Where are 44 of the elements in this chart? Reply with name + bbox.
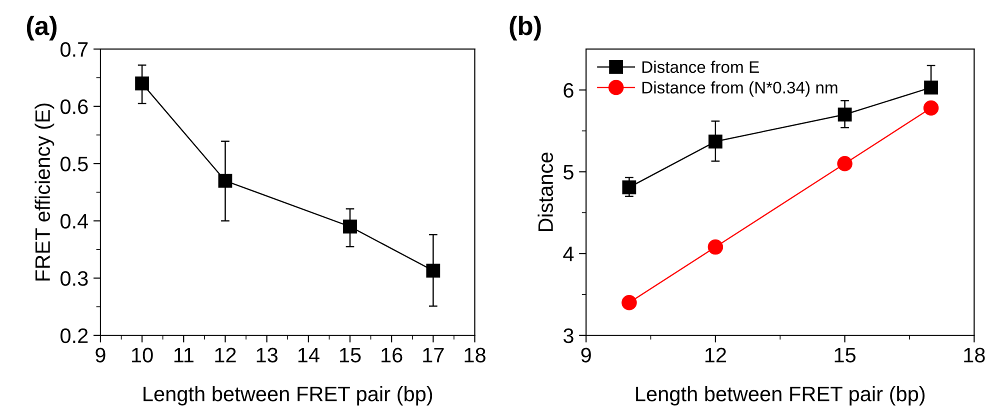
legend-label: Distance from E: [642, 60, 759, 73]
x-tick-label: 18: [464, 348, 486, 362]
x-tick-label: 17: [423, 348, 444, 362]
x-tick-label: 14: [298, 348, 320, 362]
x-tick-label: 12: [705, 348, 726, 362]
x-tick-label: 11: [174, 348, 194, 362]
y-tick-label: 0.2: [60, 328, 88, 344]
x-tick-label: 15: [340, 348, 361, 362]
y-tick-label: 0.3: [60, 271, 88, 286]
x-tick-label: 13: [256, 348, 278, 362]
point: [218, 174, 232, 188]
y-tick-label: 0.5: [60, 156, 88, 172]
x-axis-title: Length between FRET pair (bp): [144, 386, 432, 406]
y-tick-label: 4: [563, 246, 574, 262]
y-axis-title: Distance: [538, 152, 554, 232]
x-tick-label: 18: [964, 348, 985, 362]
legend-label: Distance from (N*0.34) nm: [642, 81, 838, 97]
y-axis-title: FRET efficiency (E): [34, 104, 54, 280]
point: [622, 295, 637, 310]
point: [924, 80, 938, 94]
point: [343, 220, 357, 234]
chart-title: (b): [510, 16, 541, 40]
y-tick-label: 0.7: [60, 42, 88, 57]
x-tick-label: 15: [834, 348, 856, 362]
point: [838, 108, 852, 122]
x-tick-label: 9: [96, 348, 106, 362]
x-tick-label: 9: [581, 348, 591, 362]
y-tick-label: 5: [564, 164, 574, 180]
point: [426, 264, 440, 278]
point: [622, 180, 636, 194]
x-tick-label: 16: [382, 348, 402, 362]
y-tick-label: 3: [563, 328, 574, 344]
point: [708, 239, 724, 255]
x-tick-label: 12: [215, 348, 236, 362]
x-axis-title: Length between FRET pair (bp): [636, 386, 925, 406]
point: [837, 156, 852, 172]
point: [923, 100, 939, 116]
chart-title: (a): [26, 16, 57, 40]
x-tick-label: 10: [132, 348, 153, 362]
y-tick-label: 0.4: [60, 214, 88, 229]
y-tick-label: 0.6: [60, 99, 88, 114]
point: [708, 134, 722, 148]
point: [135, 76, 150, 90]
y-tick-label: 6: [564, 82, 574, 98]
